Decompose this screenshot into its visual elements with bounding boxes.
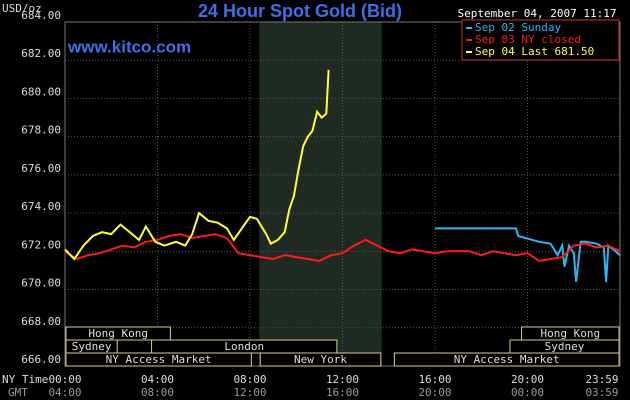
x2-tick-label: 08:00 bbox=[141, 386, 174, 399]
shaded-region bbox=[259, 22, 382, 366]
session-label: NY Access Market bbox=[106, 353, 212, 366]
x2-tick-label: 16:00 bbox=[326, 386, 359, 399]
x-axis-label: NY Time bbox=[2, 373, 48, 386]
x-tick-label: 20:00 bbox=[511, 373, 544, 386]
series-line bbox=[435, 227, 621, 283]
x2-tick-label: 03:59 bbox=[585, 386, 618, 399]
y-tick-label: 682.00 bbox=[21, 47, 61, 60]
y-tick-label: 676.00 bbox=[21, 162, 61, 175]
session-bar bbox=[65, 326, 171, 341]
y-unit: USD/oz bbox=[2, 2, 42, 15]
timestamp: September 04, 2007 11:17 bbox=[458, 7, 617, 20]
x-tick-label: 08:00 bbox=[233, 373, 266, 386]
background-layer bbox=[64, 21, 621, 367]
x2-axis-label: GMT bbox=[8, 386, 28, 399]
x-tick-label: 00:00 bbox=[48, 373, 81, 386]
legend-entry: Sep 02 Sunday bbox=[475, 21, 561, 34]
session-bar bbox=[259, 352, 382, 367]
session-label: Hong Kong bbox=[88, 327, 148, 340]
x-tick-label: 16:00 bbox=[418, 373, 451, 386]
x2-tick-label: 12:00 bbox=[233, 386, 266, 399]
x2-tick-label: 04:00 bbox=[48, 386, 81, 399]
legend-entry: Sep 04 Last 681.50 bbox=[475, 45, 594, 58]
session-label: Sydney bbox=[545, 340, 585, 353]
session-label: Sydney bbox=[72, 340, 112, 353]
session-bar bbox=[65, 352, 252, 367]
legend-entry: Sep 03 NY closed bbox=[475, 33, 581, 46]
session-label: London bbox=[224, 340, 264, 353]
series-line bbox=[64, 69, 330, 261]
x-tick-label: 04:00 bbox=[141, 373, 174, 386]
y-tick-label: 666.00 bbox=[21, 353, 61, 366]
session-label: New York bbox=[294, 353, 347, 366]
session-label: Hong Kong bbox=[540, 327, 600, 340]
y-tick-label: 668.00 bbox=[21, 315, 61, 328]
x-tick-label: 12:00 bbox=[326, 373, 359, 386]
watermark: www.kitco.com bbox=[67, 37, 191, 56]
x-tick-label: 23:59 bbox=[585, 373, 618, 386]
chart-title: 24 Hour Spot Gold (Bid) bbox=[198, 1, 402, 21]
session-bar bbox=[393, 352, 620, 367]
x2-tick-label: 00:00 bbox=[511, 386, 544, 399]
series-line bbox=[64, 233, 621, 262]
session-label: NY Access Market bbox=[454, 353, 560, 366]
y-tick-label: 680.00 bbox=[21, 85, 61, 98]
y-tick-label: 684.00 bbox=[21, 9, 61, 22]
x2-tick-label: 20:00 bbox=[418, 386, 451, 399]
y-tick-label: 674.00 bbox=[21, 200, 61, 213]
y-tick-label: 678.00 bbox=[21, 124, 61, 137]
y-tick-label: 672.00 bbox=[21, 238, 61, 251]
legend-box bbox=[461, 19, 620, 61]
y-tick-label: 670.00 bbox=[21, 277, 61, 290]
